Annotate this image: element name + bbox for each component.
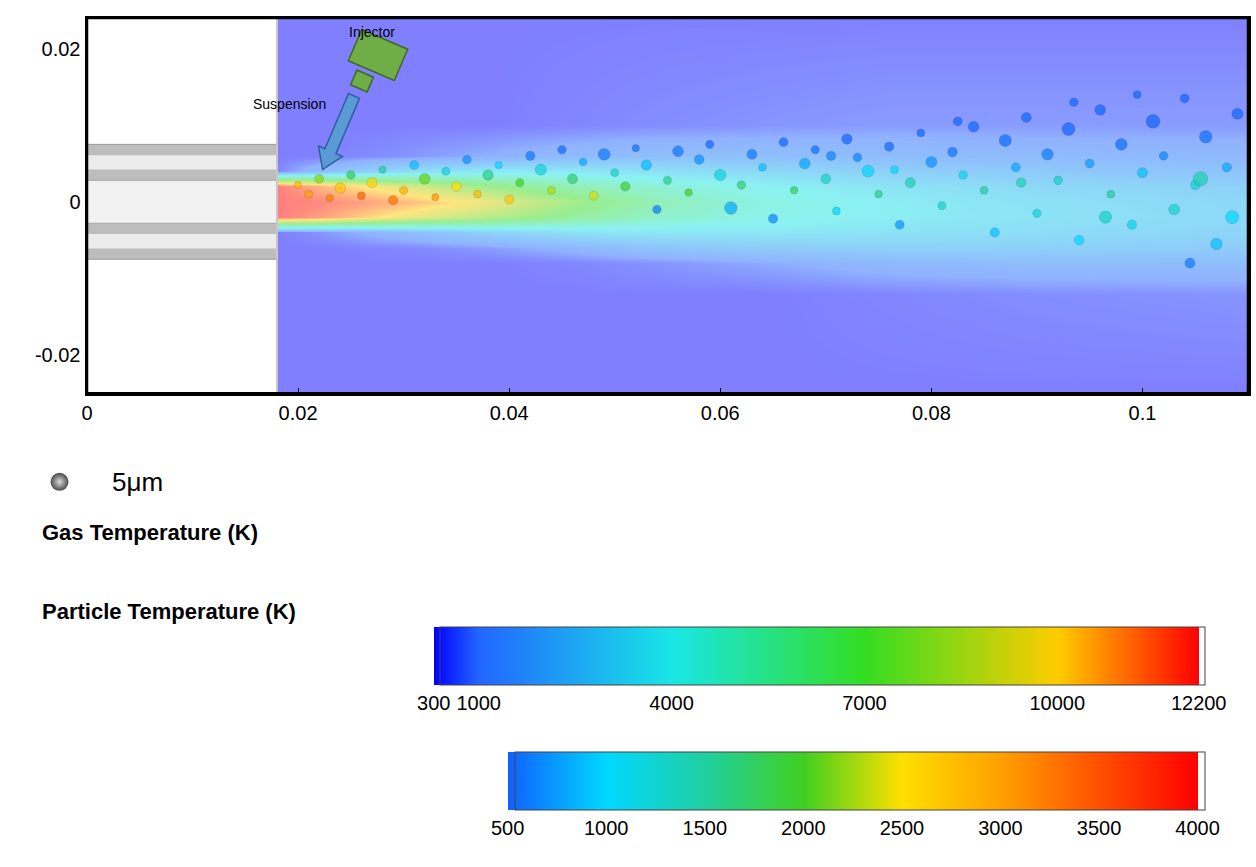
svg-text:1000: 1000 (584, 817, 629, 839)
svg-text:12200: 12200 (1171, 692, 1227, 714)
svg-text:500: 500 (491, 817, 524, 839)
svg-text:0: 0 (69, 191, 80, 213)
svg-text:7000: 7000 (842, 692, 887, 714)
svg-text:1000: 1000 (456, 692, 501, 714)
svg-text:0.02: 0.02 (42, 38, 81, 60)
svg-text:0.1: 0.1 (1129, 402, 1157, 424)
svg-text:Particle Temperature (K): Particle Temperature (K) (42, 599, 296, 624)
svg-text:0.04: 0.04 (490, 402, 529, 424)
svg-text:4000: 4000 (1175, 817, 1220, 839)
svg-text:5μm: 5μm (112, 467, 163, 497)
svg-text:2500: 2500 (880, 817, 925, 839)
svg-text:0.08: 0.08 (912, 402, 951, 424)
svg-text:0.02: 0.02 (279, 402, 318, 424)
svg-text:0.06: 0.06 (701, 402, 740, 424)
svg-text:300: 300 (417, 692, 450, 714)
svg-text:1500: 1500 (683, 817, 728, 839)
svg-text:4000: 4000 (649, 692, 694, 714)
svg-text:3000: 3000 (978, 817, 1023, 839)
svg-text:0: 0 (81, 402, 92, 424)
svg-text:2000: 2000 (781, 817, 826, 839)
svg-text:-0.02: -0.02 (35, 344, 81, 366)
svg-text:Gas Temperature (K): Gas Temperature (K) (42, 520, 258, 545)
svg-text:Suspension: Suspension (253, 96, 326, 112)
svg-text:Injector: Injector (349, 24, 395, 40)
svg-text:3500: 3500 (1077, 817, 1122, 839)
svg-text:10000: 10000 (1029, 692, 1085, 714)
